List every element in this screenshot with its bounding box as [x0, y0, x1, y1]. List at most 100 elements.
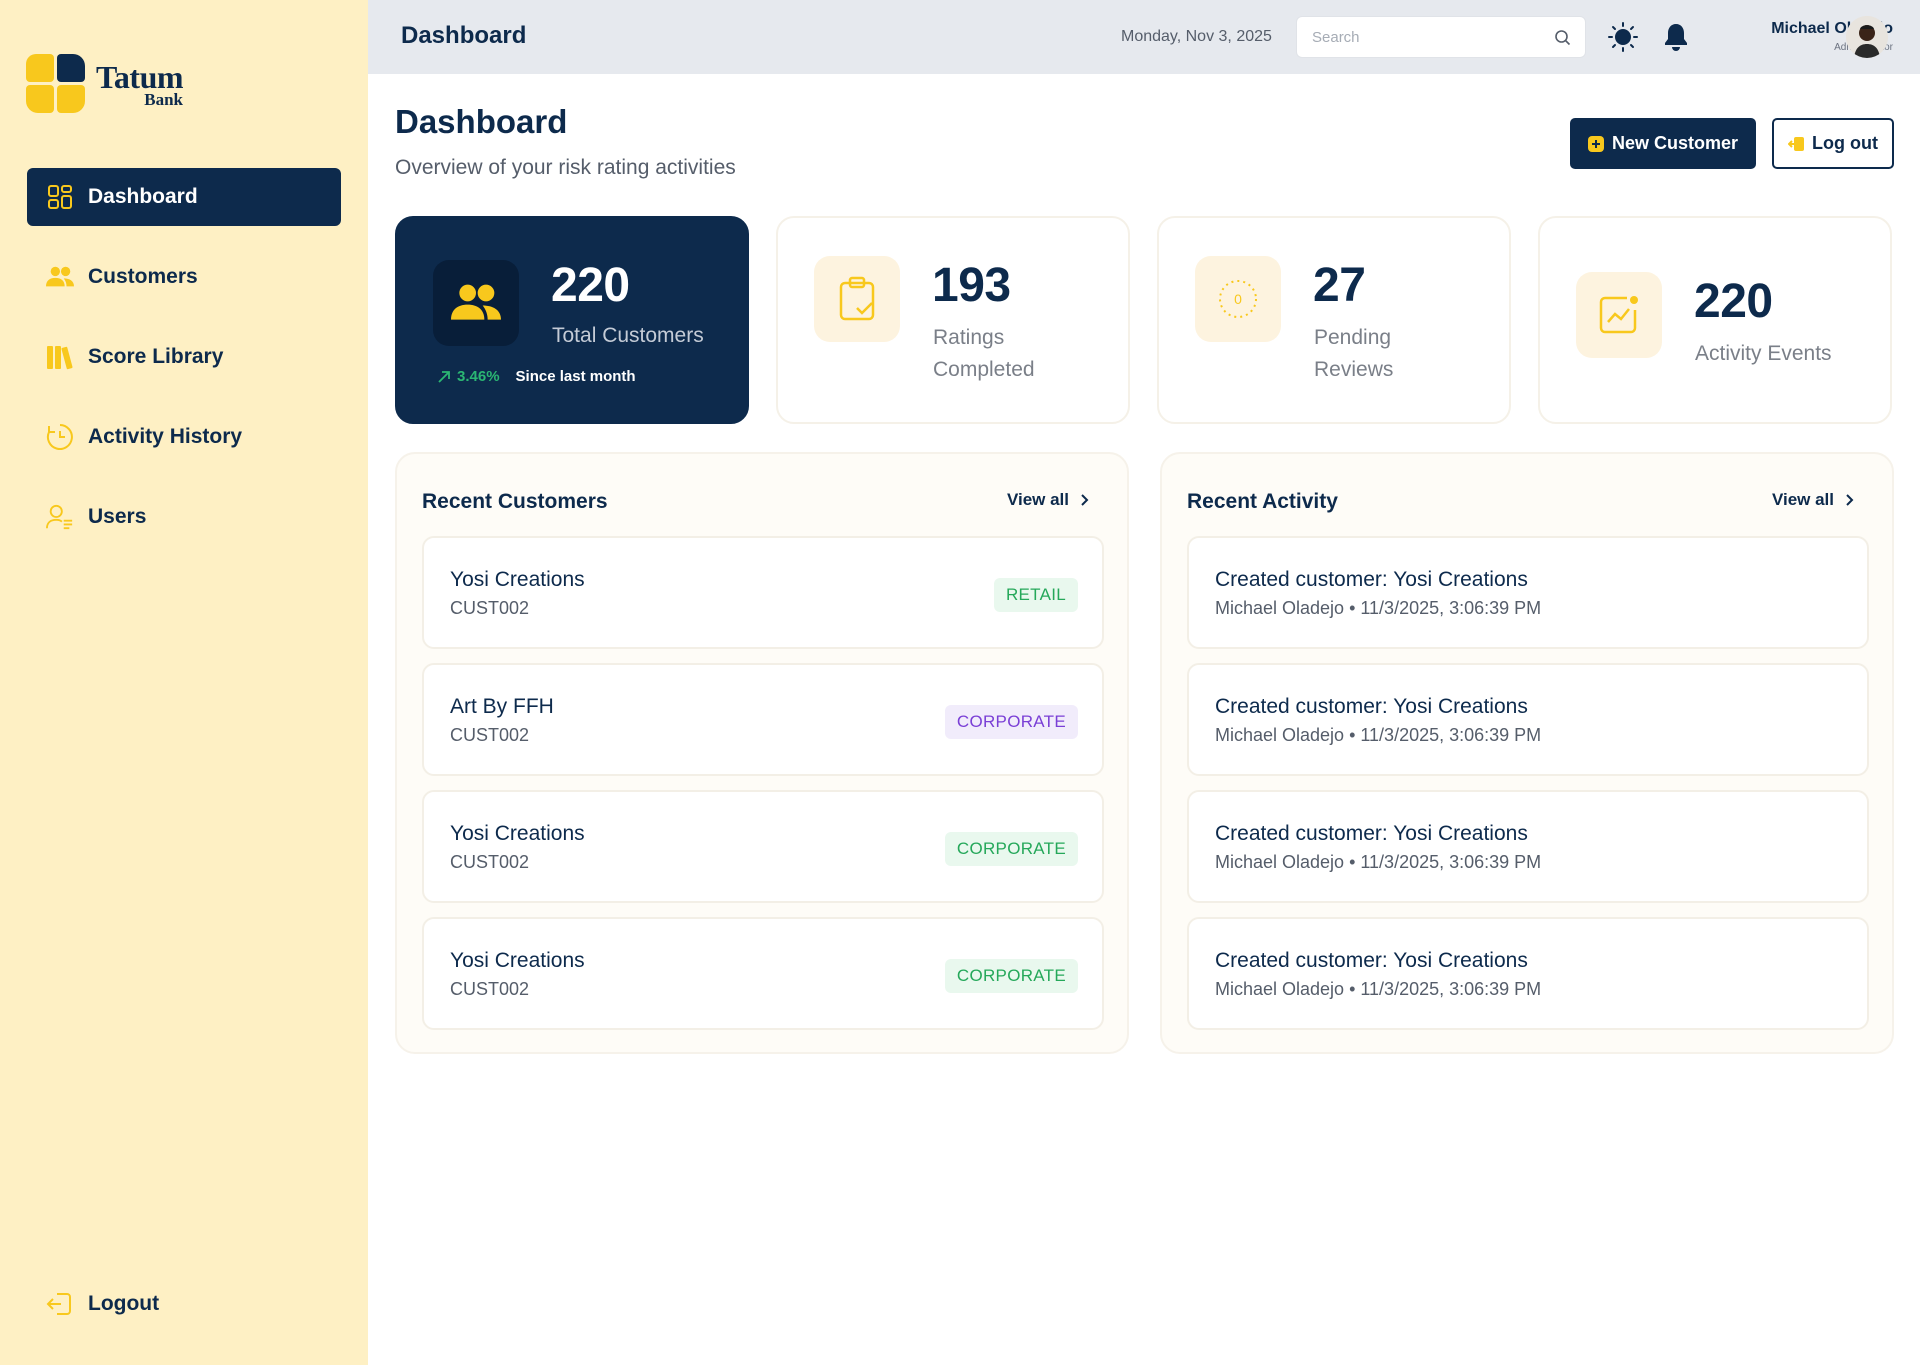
stat-card-ratings-completed[interactable]: 193 Ratings Completed [776, 216, 1130, 424]
list-item[interactable]: Yosi Creations CUST002 RETAIL [422, 536, 1104, 649]
pending-spinner-icon: 0 [1195, 256, 1281, 342]
trend-text: Since last month [515, 368, 636, 385]
view-all-customers-link[interactable]: View all [1007, 490, 1089, 510]
header-title: Dashboard [401, 22, 527, 49]
stat-label: Activity Events [1695, 342, 1832, 365]
sidebar-item-customers[interactable]: Customers [27, 248, 341, 306]
stat-label: Ratings Completed [933, 326, 1035, 381]
sidebar-item-label: Activity History [88, 425, 243, 448]
activity-title: Created customer: Yosi Creations [1215, 695, 1528, 718]
users-icon [433, 260, 519, 346]
search-box [1296, 16, 1586, 58]
customer-name: Yosi Creations [450, 568, 585, 591]
panel-title: Recent Activity [1187, 490, 1338, 513]
stat-value: 27 [1313, 259, 1366, 312]
notification-bell-icon[interactable] [1663, 22, 1689, 57]
stat-label: Total Customers [552, 324, 704, 347]
customer-id: CUST002 [450, 979, 530, 999]
activity-title: Created customer: Yosi Creations [1215, 949, 1528, 972]
log-out-label: Log out [1812, 133, 1878, 153]
activity-list: Created customer: Yosi Creations Michael… [1187, 536, 1869, 1044]
customer-list: Yosi Creations CUST002 RETAIL Art By FFH… [422, 536, 1104, 1044]
logout-icon [46, 1290, 74, 1318]
user-list-icon [46, 503, 74, 531]
sidebar-item-score-library[interactable]: Score Library [27, 328, 341, 386]
customer-id: CUST002 [450, 852, 530, 872]
page-title: Dashboard [395, 103, 568, 140]
activity-meta: Michael Oladejo • 11/3/2025, 3:06:39 PM [1215, 852, 1542, 872]
page-subtitle: Overview of your risk rating activities [395, 156, 736, 179]
stat-value: 220 [1694, 275, 1773, 328]
list-item[interactable]: Created customer: Yosi Creations Michael… [1187, 917, 1869, 1030]
chevron-right-icon [1081, 494, 1089, 506]
sidebar-item-users[interactable]: Users [27, 488, 341, 546]
stat-card-activity-events[interactable]: 220 Activity Events [1538, 216, 1892, 424]
users-icon [46, 263, 74, 291]
plus-icon [1587, 135, 1604, 152]
trend-up-icon [437, 370, 451, 384]
customer-type-badge: CORPORATE [944, 959, 1078, 993]
stat-label: Pending Reviews [1314, 326, 1394, 381]
sidebar: Tatum Bank Dashboard Customers Score Lib… [0, 0, 368, 1365]
customer-id: CUST002 [450, 725, 530, 745]
sidebar-item-label: Dashboard [88, 185, 198, 208]
list-item[interactable]: Art By FFH CUST002 CORPORATE [422, 663, 1104, 776]
books-icon [46, 343, 74, 371]
activity-meta: Michael Oladejo • 11/3/2025, 3:06:39 PM [1215, 725, 1542, 745]
panel-title: Recent Customers [422, 490, 608, 513]
list-item[interactable]: Yosi Creations CUST002 CORPORATE [422, 917, 1104, 1030]
sidebar-item-label: Users [88, 505, 147, 528]
brand-sub: Bank [144, 89, 184, 109]
logo-mark-icon [26, 54, 86, 114]
clipboard-check-icon [814, 256, 900, 342]
avatar[interactable] [1846, 16, 1888, 58]
stat-card-pending-reviews[interactable]: 0 27 Pending Reviews [1157, 216, 1511, 424]
stat-value: 220 [551, 259, 630, 312]
brand-logo[interactable]: Tatum Bank [26, 54, 184, 114]
list-item[interactable]: Yosi Creations CUST002 CORPORATE [422, 790, 1104, 903]
stat-trend: 3.46% Since last month [437, 368, 636, 385]
theme-toggle-sun-icon[interactable] [1608, 22, 1638, 57]
customer-name: Yosi Creations [450, 949, 585, 972]
header-date: Monday, Nov 3, 2025 [1121, 28, 1272, 45]
activity-title: Created customer: Yosi Creations [1215, 568, 1528, 591]
new-customer-button[interactable]: New Customer [1570, 118, 1756, 169]
sidebar-logout[interactable]: Logout [46, 1290, 159, 1318]
chevron-right-icon [1846, 494, 1854, 506]
top-bar: Dashboard Monday, Nov 3, 2025 Michael Ol… [368, 0, 1920, 74]
grid-icon [46, 183, 74, 211]
trend-percent: 3.46% [457, 368, 500, 385]
log-out-button[interactable]: Log out [1772, 118, 1894, 169]
search-icon[interactable] [1554, 29, 1571, 51]
list-item[interactable]: Created customer: Yosi Creations Michael… [1187, 790, 1869, 903]
customer-name: Art By FFH [450, 695, 554, 718]
brand-name: Tatum [96, 58, 184, 95]
activity-chart-icon [1576, 272, 1662, 358]
recent-customers-panel: Recent Customers View all Yosi Creations… [395, 452, 1129, 1054]
sidebar-item-label: Customers [88, 265, 198, 288]
stat-value: 193 [932, 259, 1011, 312]
sidebar-logout-label: Logout [88, 1292, 160, 1315]
sidebar-nav: Dashboard Customers Score Library Activi… [27, 168, 341, 568]
logout-icon [1788, 135, 1806, 153]
sidebar-item-label: Score Library [88, 345, 224, 368]
view-all-activity-link[interactable]: View all [1772, 490, 1854, 510]
sidebar-item-dashboard[interactable]: Dashboard [27, 168, 341, 226]
sidebar-item-activity-history[interactable]: Activity History [27, 408, 341, 466]
activity-meta: Michael Oladejo • 11/3/2025, 3:06:39 PM [1215, 979, 1542, 999]
clock-icon [46, 423, 74, 451]
new-customer-label: New Customer [1611, 133, 1739, 153]
recent-activity-panel: Recent Activity View all Created custome… [1160, 452, 1894, 1054]
customer-id: CUST002 [450, 598, 530, 618]
activity-title: Created customer: Yosi Creations [1215, 822, 1528, 845]
list-item[interactable]: Created customer: Yosi Creations Michael… [1187, 663, 1869, 776]
search-input[interactable] [1297, 17, 1537, 57]
customer-type-badge: RETAIL [993, 578, 1078, 612]
customer-type-badge: CORPORATE [944, 705, 1078, 739]
customer-type-badge: CORPORATE [944, 832, 1078, 866]
stat-card-total-customers[interactable]: 220 Total Customers 3.46% Since last mon… [395, 216, 749, 424]
list-item[interactable]: Created customer: Yosi Creations Michael… [1187, 536, 1869, 649]
customer-name: Yosi Creations [450, 822, 585, 845]
activity-meta: Michael Oladejo • 11/3/2025, 3:06:39 PM [1215, 598, 1542, 618]
svg-text:0: 0 [1234, 291, 1242, 307]
